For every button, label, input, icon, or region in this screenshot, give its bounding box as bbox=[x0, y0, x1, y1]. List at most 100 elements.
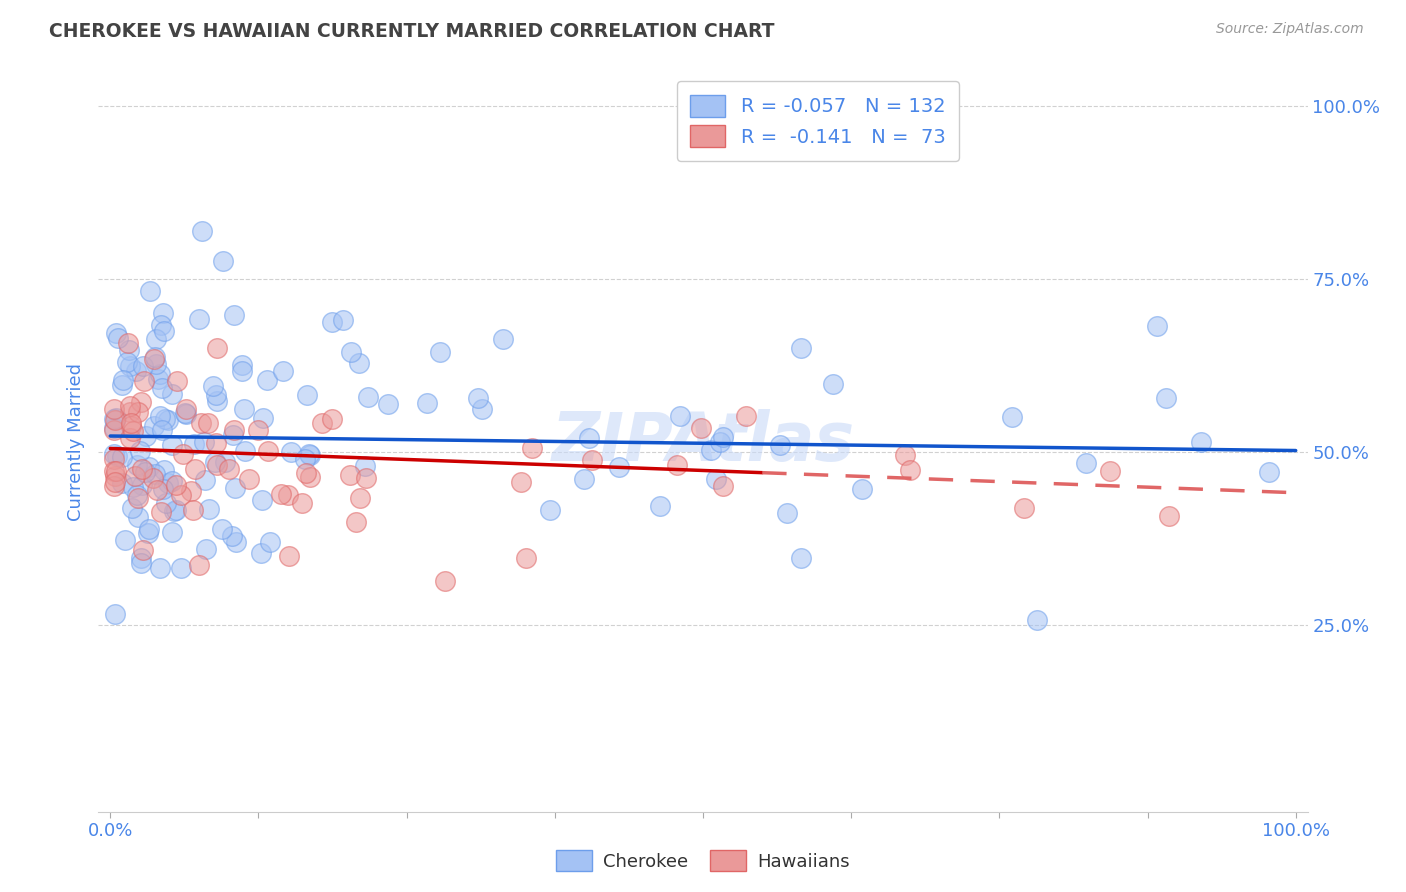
Point bbox=[104, 410, 127, 425]
Point bbox=[170, 561, 193, 575]
Point bbox=[231, 358, 253, 372]
Point bbox=[122, 424, 145, 438]
Point bbox=[607, 460, 630, 475]
Point bbox=[191, 223, 214, 237]
Point bbox=[118, 343, 141, 357]
Point bbox=[153, 324, 176, 338]
Point bbox=[339, 467, 361, 482]
Point bbox=[120, 399, 142, 413]
Point bbox=[197, 416, 219, 430]
Point bbox=[183, 437, 205, 451]
Point bbox=[321, 412, 343, 426]
Point bbox=[347, 356, 370, 370]
Point bbox=[665, 458, 688, 473]
Point bbox=[139, 284, 162, 298]
Point bbox=[184, 462, 207, 476]
Point bbox=[711, 430, 734, 444]
Point bbox=[522, 441, 544, 455]
Point bbox=[129, 394, 152, 409]
Point bbox=[1001, 410, 1024, 425]
Point bbox=[344, 516, 367, 530]
Point bbox=[149, 368, 172, 382]
Point bbox=[146, 483, 169, 497]
Point bbox=[256, 373, 278, 387]
Point bbox=[198, 502, 221, 516]
Point bbox=[204, 455, 226, 469]
Point bbox=[149, 561, 172, 575]
Point bbox=[114, 533, 136, 547]
Point bbox=[295, 387, 318, 401]
Point bbox=[349, 491, 371, 505]
Point bbox=[1189, 435, 1212, 450]
Text: CHEROKEE VS HAWAIIAN CURRENTLY MARRIED CORRELATION CHART: CHEROKEE VS HAWAIIAN CURRENTLY MARRIED C… bbox=[49, 22, 775, 41]
Point bbox=[207, 458, 229, 472]
Y-axis label: Currently Married: Currently Married bbox=[66, 362, 84, 521]
Point bbox=[145, 357, 167, 371]
Point bbox=[377, 397, 399, 411]
Point bbox=[118, 405, 141, 419]
Text: Source: ZipAtlas.com: Source: ZipAtlas.com bbox=[1216, 22, 1364, 37]
Point bbox=[152, 305, 174, 319]
Point bbox=[136, 525, 159, 540]
Point bbox=[103, 401, 125, 416]
Point bbox=[111, 378, 134, 392]
Point bbox=[103, 468, 125, 483]
Point bbox=[471, 401, 494, 416]
Point bbox=[121, 500, 143, 515]
Point bbox=[222, 427, 245, 442]
Point bbox=[149, 505, 172, 519]
Point bbox=[668, 409, 690, 423]
Point bbox=[194, 473, 217, 487]
Point bbox=[104, 475, 127, 490]
Point bbox=[225, 534, 247, 549]
Point bbox=[699, 442, 721, 457]
Point bbox=[104, 464, 127, 478]
Point bbox=[515, 551, 537, 566]
Point bbox=[132, 542, 155, 557]
Point bbox=[111, 450, 134, 465]
Point bbox=[1025, 613, 1047, 627]
Point bbox=[711, 479, 734, 493]
Point bbox=[103, 412, 125, 426]
Point bbox=[851, 483, 873, 497]
Point bbox=[298, 470, 321, 484]
Point bbox=[127, 491, 149, 505]
Point bbox=[689, 421, 711, 435]
Point bbox=[165, 503, 187, 517]
Point bbox=[105, 449, 128, 463]
Point bbox=[429, 345, 451, 359]
Point bbox=[277, 549, 299, 563]
Point bbox=[467, 391, 489, 405]
Point bbox=[492, 332, 515, 346]
Point bbox=[150, 381, 173, 395]
Point bbox=[129, 443, 152, 458]
Point bbox=[769, 438, 792, 452]
Point bbox=[103, 452, 125, 467]
Point bbox=[194, 541, 217, 556]
Point bbox=[211, 522, 233, 536]
Point bbox=[256, 444, 278, 458]
Point bbox=[132, 359, 155, 373]
Point bbox=[156, 413, 179, 427]
Point bbox=[222, 423, 245, 437]
Point bbox=[204, 388, 226, 402]
Point bbox=[204, 435, 226, 450]
Point bbox=[160, 437, 183, 451]
Point bbox=[790, 341, 813, 355]
Point bbox=[160, 525, 183, 540]
Point bbox=[354, 458, 377, 473]
Point bbox=[165, 478, 187, 492]
Point bbox=[193, 435, 215, 450]
Point bbox=[143, 350, 166, 364]
Point bbox=[1159, 509, 1181, 524]
Point bbox=[246, 423, 269, 437]
Point bbox=[120, 416, 142, 430]
Point bbox=[131, 477, 153, 491]
Point bbox=[121, 480, 143, 494]
Legend: R = -0.057   N = 132, R =  -0.141   N =  73: R = -0.057 N = 132, R = -0.141 N = 73 bbox=[676, 81, 959, 161]
Point bbox=[143, 419, 166, 434]
Point bbox=[117, 335, 139, 350]
Legend: Cherokee, Hawaiians: Cherokee, Hawaiians bbox=[550, 843, 856, 879]
Point bbox=[250, 493, 273, 508]
Point bbox=[103, 447, 125, 461]
